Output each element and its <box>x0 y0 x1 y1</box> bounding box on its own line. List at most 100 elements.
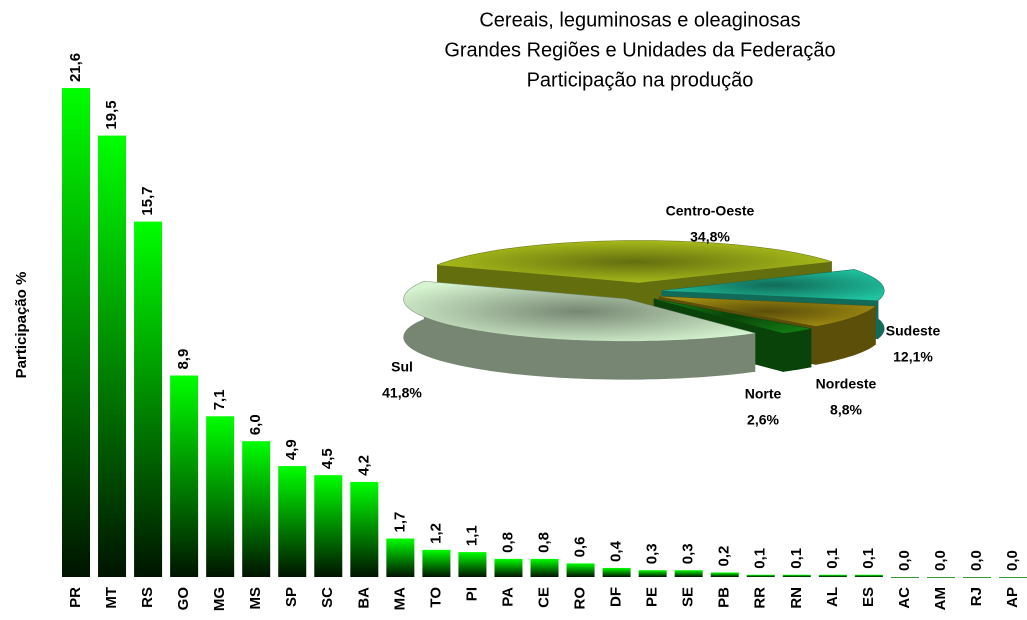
title-line: Cereais, leguminosas e oleaginosas <box>479 9 800 31</box>
value-label: 0,8 <box>535 532 552 553</box>
value-label: 6,0 <box>247 414 264 435</box>
x-tick-label: DF <box>608 587 625 607</box>
value-label: 19,5 <box>103 100 120 129</box>
value-label: 1,1 <box>463 525 480 546</box>
pie-slice <box>654 299 811 334</box>
bar <box>62 88 90 578</box>
bar <box>566 563 595 577</box>
bar <box>674 570 703 577</box>
x-tick-label: MS <box>247 587 264 610</box>
pie-value-label: 34,8% <box>690 229 730 245</box>
x-tick-label: GO <box>175 587 192 611</box>
bar <box>530 558 559 577</box>
bar <box>350 481 379 577</box>
bar <box>710 572 739 577</box>
x-tick-label: RN <box>788 587 805 609</box>
x-tick-label: RO <box>572 587 589 610</box>
pie-label: Norte <box>745 386 782 402</box>
bar <box>494 558 523 577</box>
value-label: 1,2 <box>427 523 444 544</box>
value-label: 0,8 <box>499 532 516 553</box>
pie-label: Centro-Oeste <box>666 203 755 219</box>
value-label: 0,4 <box>608 540 625 562</box>
x-tick-label: TO <box>427 587 444 608</box>
pie-value-label: 8,8% <box>830 402 862 418</box>
value-label: 0,6 <box>572 537 589 558</box>
pie-slice <box>437 240 832 283</box>
bar <box>314 475 343 577</box>
x-tick-label: PE <box>644 587 661 607</box>
value-label: 8,9 <box>175 349 192 370</box>
bar <box>278 466 307 577</box>
pie-slice <box>662 269 884 301</box>
bar <box>890 577 919 578</box>
bar <box>206 416 235 577</box>
bar <box>926 577 955 578</box>
bar <box>818 574 847 577</box>
x-tick-label: ES <box>860 587 877 607</box>
x-tick-label: RJ <box>968 587 985 606</box>
x-tick-label: PB <box>716 587 733 608</box>
value-label: 7,1 <box>211 389 228 410</box>
value-label: 0,0 <box>932 550 949 571</box>
bar <box>242 441 271 577</box>
x-tick-label: MA <box>391 587 408 610</box>
x-tick-label: AL <box>824 587 841 607</box>
pie-label: Nordeste <box>816 376 877 392</box>
x-tick-label: PI <box>463 587 480 601</box>
value-label: 4,9 <box>283 439 300 460</box>
x-tick-label: AC <box>896 587 913 609</box>
value-label: 0,3 <box>680 543 697 564</box>
bar <box>963 577 991 578</box>
x-tick-label: SE <box>680 587 697 607</box>
bar <box>170 375 199 577</box>
x-tick-label: PR <box>67 587 84 608</box>
y-axis-label: Participação % <box>13 272 30 379</box>
x-tick-label: MG <box>211 587 228 611</box>
pie-label: Sudeste <box>886 323 941 339</box>
bar <box>458 552 487 577</box>
pie-value-label: 12,1% <box>893 349 933 365</box>
value-label: 0,1 <box>824 548 841 569</box>
bar <box>134 221 163 578</box>
value-label: 21,6 <box>67 53 84 82</box>
bar <box>602 567 631 577</box>
bar <box>854 574 883 577</box>
pie-label: Sul <box>391 359 413 375</box>
x-tick-label: MT <box>103 587 120 609</box>
x-tick-label: SP <box>283 587 300 607</box>
x-tick-label: SC <box>319 587 336 608</box>
value-label: 0,1 <box>788 548 805 569</box>
bar <box>782 574 811 577</box>
value-label: 15,7 <box>139 186 156 215</box>
bar <box>638 570 667 577</box>
bar <box>746 574 775 577</box>
value-label: 0,1 <box>752 548 769 569</box>
pie-slice <box>659 296 876 327</box>
bar <box>422 549 451 577</box>
pie-slice <box>403 281 755 342</box>
x-tick-label: RS <box>139 587 156 608</box>
value-label: 0,3 <box>644 543 661 564</box>
value-label: 0,0 <box>1004 550 1021 571</box>
bar <box>98 135 127 577</box>
x-tick-label: RR <box>752 587 769 609</box>
title-line: Grandes Regiões e Unidades da Federação <box>444 39 835 61</box>
x-tick-label: PA <box>499 587 516 607</box>
value-label: 0,0 <box>896 550 913 571</box>
value-label: 0,1 <box>860 548 877 569</box>
title-line: Participação na produção <box>527 69 754 91</box>
value-label: 4,5 <box>319 448 336 469</box>
x-tick-label: BA <box>355 587 372 609</box>
x-tick-label: AP <box>1004 587 1021 608</box>
bar <box>386 538 415 577</box>
value-label: 4,2 <box>355 455 372 476</box>
x-tick-label: AM <box>932 587 949 610</box>
pie-value-label: 2,6% <box>747 412 779 428</box>
bar <box>999 577 1027 578</box>
pie-value-label: 41,8% <box>382 385 422 401</box>
value-label: 0,0 <box>968 550 985 571</box>
x-tick-label: CE <box>535 587 552 608</box>
value-label: 1,7 <box>391 512 408 533</box>
